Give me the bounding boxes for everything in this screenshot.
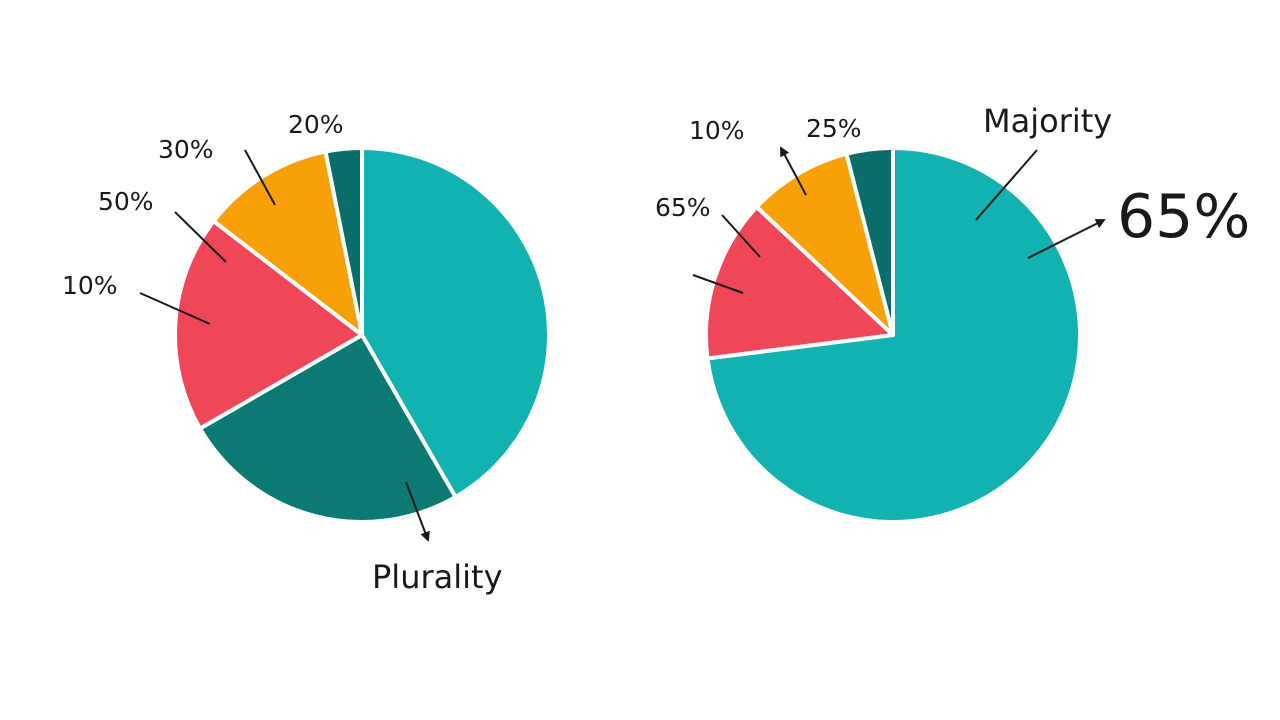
right-label-25: 25% bbox=[806, 114, 862, 143]
pie-slice bbox=[198, 333, 458, 524]
pie-slice bbox=[323, 146, 364, 337]
leader-line bbox=[139, 292, 211, 325]
right-pie-chart bbox=[704, 145, 1082, 524]
pie-slice bbox=[173, 219, 364, 431]
left-label-20: 20% bbox=[288, 110, 344, 139]
left-pie-leaders bbox=[139, 149, 430, 542]
left-annotation-plurality: Plurality bbox=[372, 558, 503, 596]
left-label-30: 30% bbox=[158, 135, 214, 164]
pie-slice bbox=[360, 146, 551, 499]
left-pie-chart bbox=[173, 146, 551, 524]
pie-slice bbox=[704, 204, 895, 361]
right-highlight-65: 65% bbox=[1117, 182, 1250, 252]
leader-line bbox=[975, 149, 1038, 221]
right-pie-labels: 10% 25% 65% Majority 65% bbox=[655, 102, 1250, 252]
left-label-10: 10% bbox=[62, 271, 118, 300]
leader-arrow bbox=[1027, 219, 1106, 259]
leader-line bbox=[244, 149, 276, 206]
right-annotation-majority: Majority bbox=[983, 102, 1112, 140]
left-label-50: 50% bbox=[98, 187, 154, 216]
pie-slice bbox=[211, 149, 364, 337]
right-pie-leaders bbox=[692, 146, 1106, 294]
leader-arrow bbox=[405, 481, 430, 542]
leader-line bbox=[721, 214, 761, 258]
pie-slice bbox=[844, 145, 895, 337]
right-label-65: 65% bbox=[655, 193, 711, 222]
pie-slice bbox=[754, 151, 895, 337]
leader-arrow bbox=[780, 146, 807, 196]
leader-line bbox=[692, 274, 744, 294]
right-label-10: 10% bbox=[689, 116, 745, 145]
leader-line bbox=[174, 211, 227, 263]
left-pie-labels: 20% 30% 50% 10% Plurality bbox=[62, 110, 503, 596]
